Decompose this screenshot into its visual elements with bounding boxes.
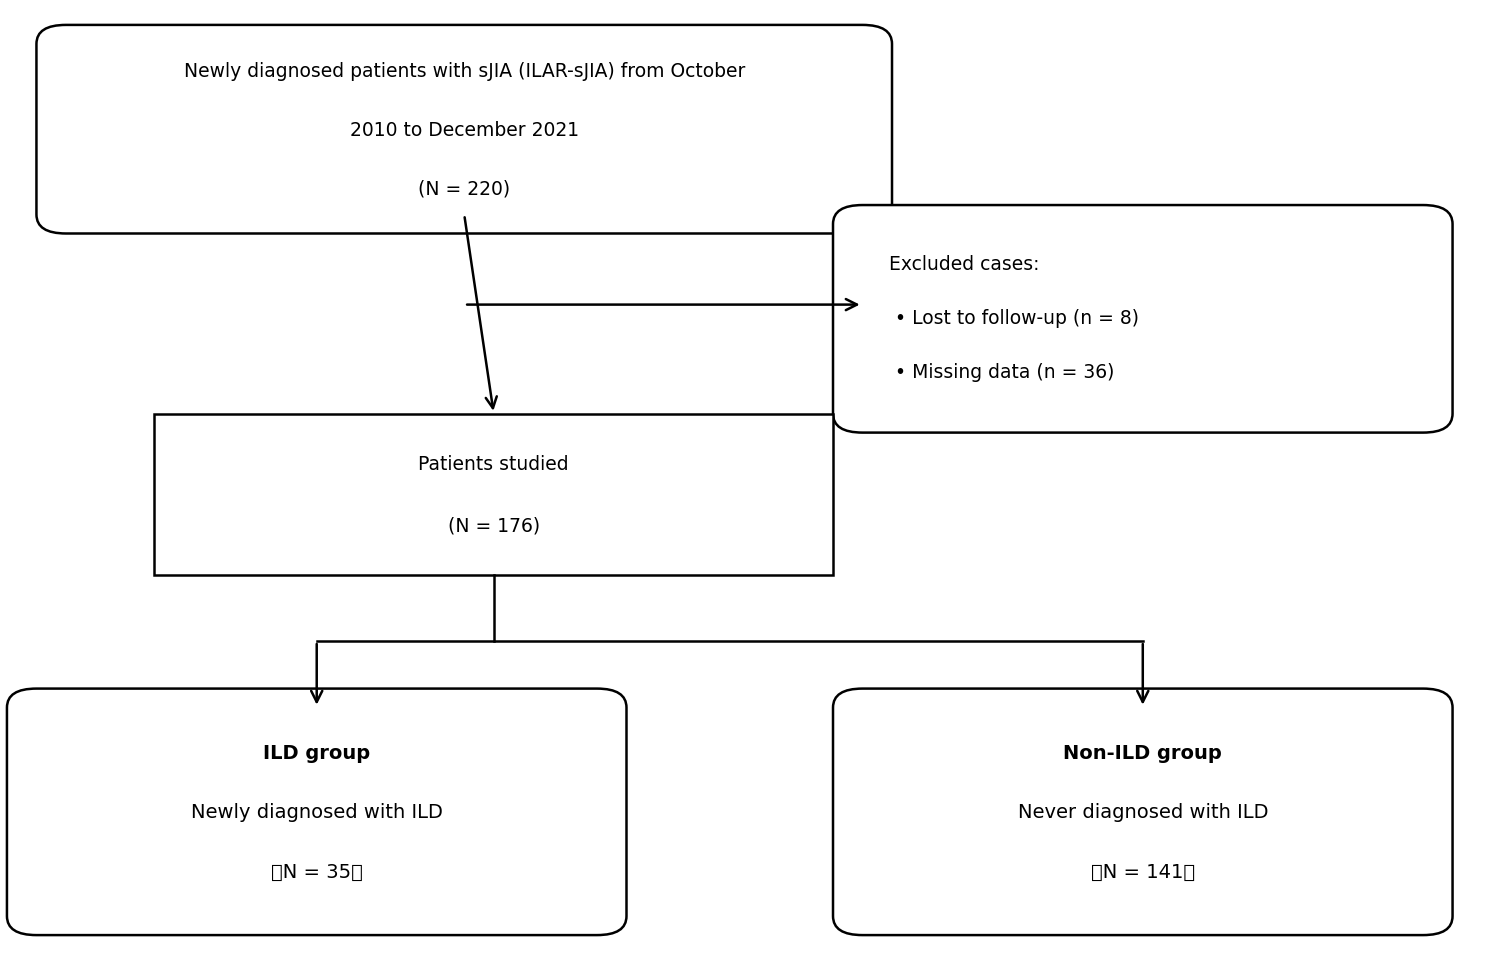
Text: Excluded cases:: Excluded cases: [889,255,1039,274]
FancyBboxPatch shape [36,26,892,234]
Text: ILD group: ILD group [264,743,371,762]
Text: Newly diagnosed patients with sJIA (ILAR-sJIA) from October: Newly diagnosed patients with sJIA (ILAR… [183,62,744,81]
Text: Newly diagnosed with ILD: Newly diagnosed with ILD [191,802,442,822]
Text: （N = 141）: （N = 141） [1091,862,1194,881]
Text: (N = 176): (N = 176) [448,516,541,535]
Text: Never diagnosed with ILD: Never diagnosed with ILD [1017,802,1269,822]
Text: • Missing data (n = 36): • Missing data (n = 36) [895,363,1114,382]
Text: Non-ILD group: Non-ILD group [1063,743,1222,762]
Text: Patients studied: Patients studied [418,455,569,474]
Text: • Lost to follow-up (n = 8): • Lost to follow-up (n = 8) [895,309,1139,328]
Text: 2010 to December 2021: 2010 to December 2021 [350,120,579,139]
Text: （N = 35）: （N = 35） [271,862,363,881]
FancyBboxPatch shape [7,689,627,935]
Text: (N = 220): (N = 220) [418,180,511,198]
FancyBboxPatch shape [832,206,1453,433]
FancyBboxPatch shape [832,689,1453,935]
FancyBboxPatch shape [155,414,832,576]
